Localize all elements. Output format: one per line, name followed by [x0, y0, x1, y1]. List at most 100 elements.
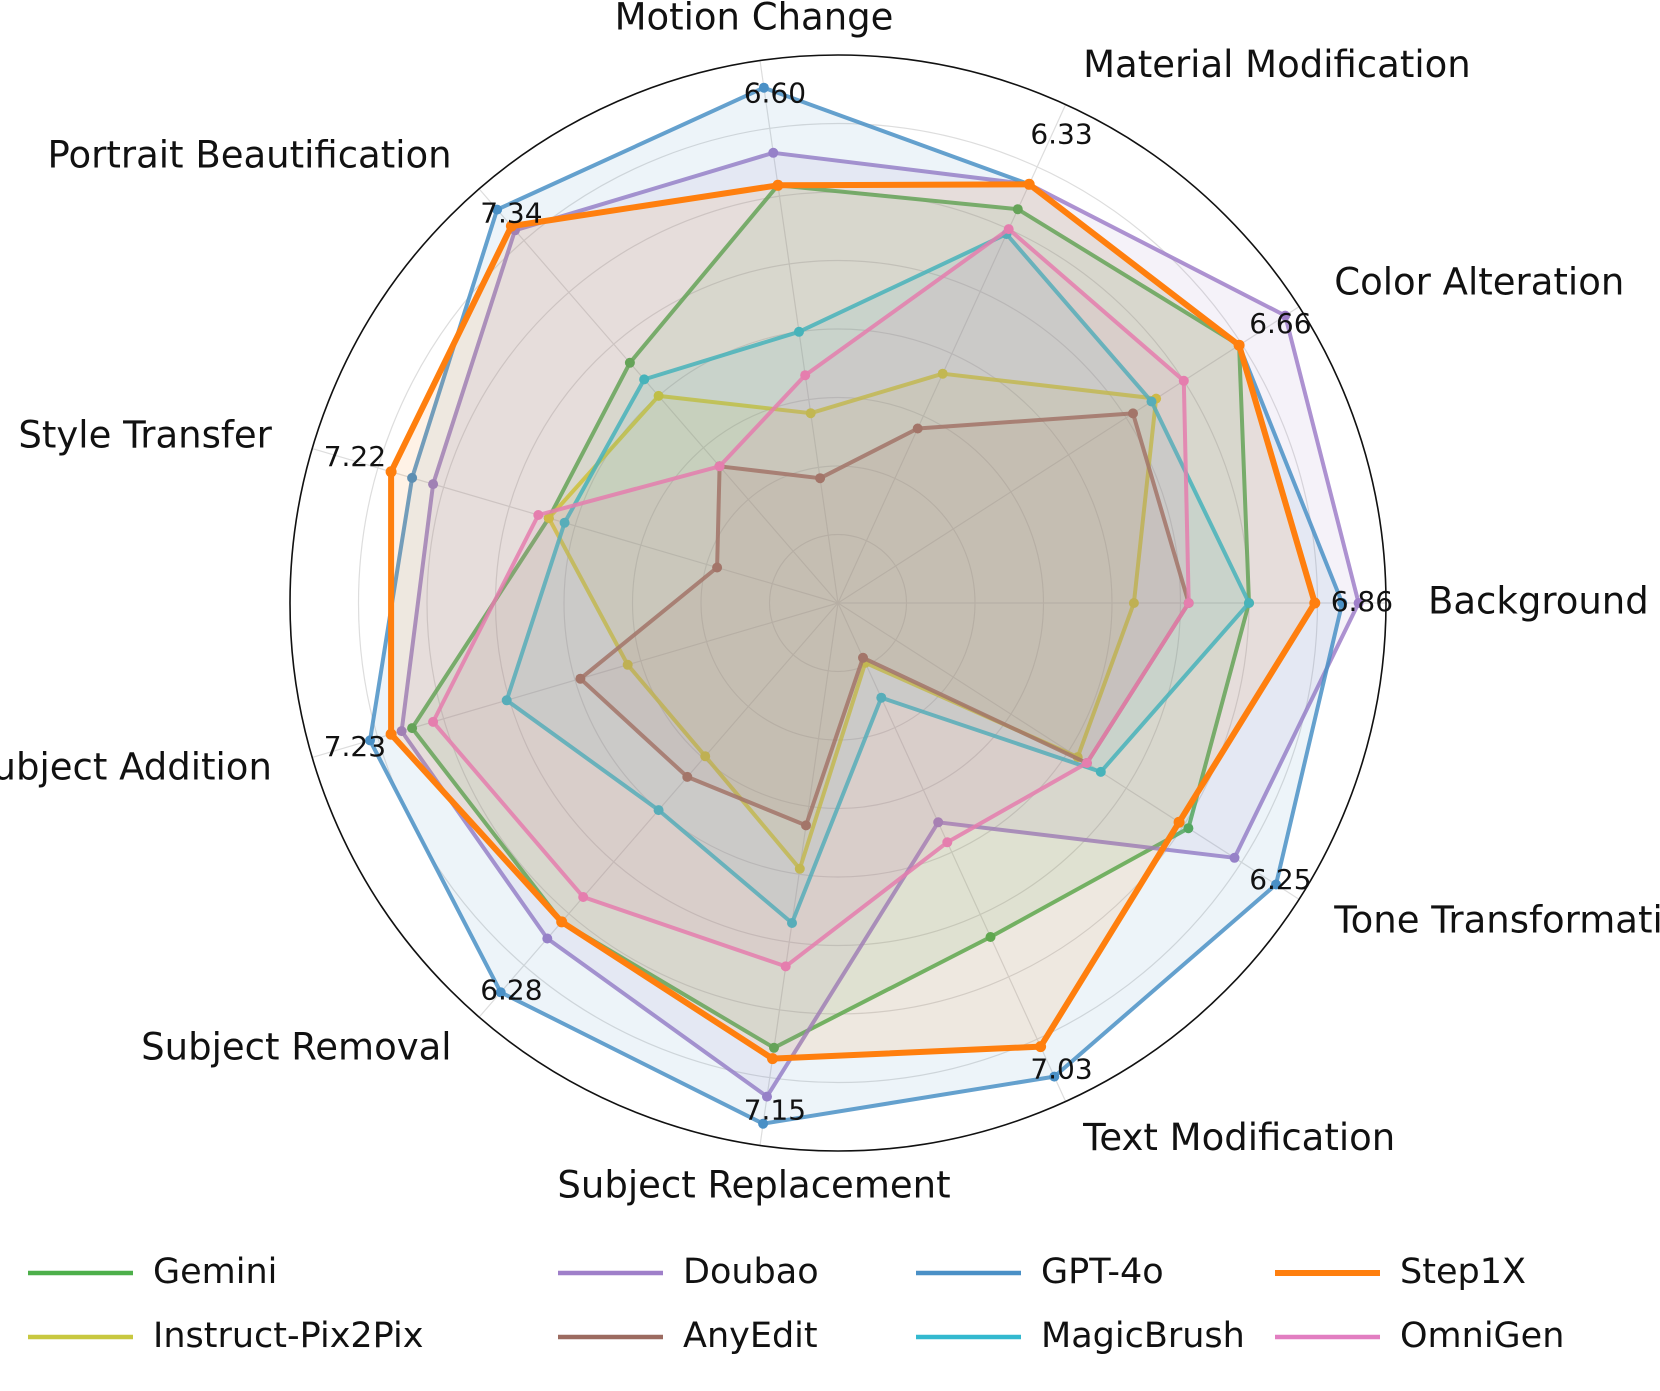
data-point-instruct-pix2pix-portrait-beautification	[653, 390, 664, 401]
data-point-step1x-subject-addition	[385, 728, 397, 740]
series-line-magicbrush	[504, 232, 1251, 925]
data-point-instruct-pix2pix-subject-removal	[700, 751, 711, 762]
data-point-gpt-4o-portrait-beautification	[492, 204, 503, 215]
data-point-magicbrush-motion-change	[794, 326, 804, 337]
legend-label-step1x: Step1X	[1400, 1252, 1526, 1292]
legend-item-instruct-pix2pix: Instruct-Pix2Pix	[28, 1316, 423, 1356]
max-value-label-subject-removal: 6.28	[480, 973, 542, 1006]
data-point-anyedit-text-modification	[858, 652, 868, 663]
data-point-gpt-4o-style-transfer	[407, 472, 418, 483]
data-point-anyedit-motion-change	[815, 473, 826, 484]
axis-label-background-change: Background Change	[1428, 580, 1660, 623]
series-anyedit	[575, 408, 1194, 831]
legend-label-anyedit: AnyEdit	[683, 1316, 818, 1356]
axis-label-subject-removal: Subject Removal	[141, 1025, 451, 1068]
data-point-magicbrush-portrait-beautification	[639, 374, 650, 385]
axis-label-motion-change: Motion Change	[615, 0, 894, 39]
axis-label-color-alteration: Color Alteration	[1334, 261, 1624, 304]
legend-label-gpt-4o: GPT-4o	[1041, 1252, 1164, 1292]
axis-label-style-transfer: Style Transfer	[18, 413, 272, 456]
data-point-anyedit-color-alteration	[1128, 408, 1138, 419]
data-point-doubao-motion-change	[768, 147, 779, 158]
data-point-doubao-color-alteration	[1280, 310, 1291, 321]
legend-item-gemini: Gemini	[28, 1252, 277, 1292]
data-point-magicbrush-subject-removal	[653, 805, 664, 816]
data-point-doubao-style-transfer	[428, 479, 439, 490]
data-point-instruct-pix2pix-style-transfer	[543, 513, 554, 524]
legend-label-omnigen: OmniGen	[1400, 1316, 1564, 1356]
data-point-step1x-style-transfer	[385, 466, 397, 478]
chart-legend: Gemini Doubao GPT-4o Step1X Instruct-Pix2Pix…	[28, 1252, 1564, 1356]
data-point-omnigen-subject-removal	[578, 892, 589, 902]
legend-item-anyedit: AnyEdit	[558, 1316, 818, 1356]
data-point-doubao-subject-replacement	[762, 1091, 772, 1102]
data-point-magicbrush-subject-addition	[501, 695, 512, 706]
data-point-gemini-subject-addition	[407, 723, 418, 734]
max-value-label-tone-transformation: 6.25	[1249, 863, 1311, 896]
data-point-gemini-tone-transformation	[1183, 823, 1194, 834]
data-point-anyedit-material-modification	[912, 423, 923, 434]
data-point-anyedit-subject-replacement	[801, 820, 811, 831]
series-fill-gpt-4o	[370, 87, 1343, 1124]
radar-axis-labels: Background Change 6.86 Color Alteration 6.6…	[0, 0, 1660, 1207]
data-point-step1x-background-change	[1309, 597, 1321, 609]
data-point-doubao-text-modification	[933, 817, 944, 828]
data-point-gpt-4o-motion-change	[758, 82, 769, 93]
series-omnigen	[428, 224, 1194, 972]
series-line-instruct-pix2pix	[546, 371, 1159, 871]
series-line-omnigen	[431, 227, 1191, 969]
data-point-magicbrush-tone-transformation	[1095, 766, 1106, 777]
data-point-omnigen-subject-replacement	[780, 961, 791, 972]
data-point-instruct-pix2pix-motion-change	[805, 408, 816, 419]
data-point-instruct-pix2pix-material-modification	[937, 368, 948, 379]
data-point-magicbrush-subject-replacement	[787, 918, 797, 928]
series-fill-omnigen	[433, 229, 1189, 967]
data-point-step1x-color-alteration	[1233, 339, 1245, 351]
series-line-anyedit	[578, 411, 1191, 828]
legend-item-doubao: Doubao	[558, 1252, 819, 1292]
series-fill-instruct-pix2pix	[548, 373, 1157, 869]
data-point-step1x-subject-removal	[556, 916, 568, 928]
data-point-omnigen-background-change	[1183, 598, 1194, 608]
grid-spoke	[312, 448, 839, 604]
data-point-step1x-tone-transformation	[1173, 816, 1185, 828]
data-point-gemini-material-modification	[1012, 204, 1023, 215]
legend-item-magicbrush: MagicBrush	[916, 1316, 1245, 1356]
data-point-instruct-pix2pix-subject-addition	[622, 659, 633, 670]
legend-label-doubao: Doubao	[683, 1252, 819, 1292]
data-point-instruct-pix2pix-background-change	[1128, 598, 1139, 608]
data-point-omnigen-portrait-beautification	[714, 461, 725, 472]
series-line-doubao	[399, 150, 1361, 1099]
grid-spoke	[837, 306, 1300, 604]
data-point-doubao-subject-removal	[542, 933, 553, 944]
data-point-step1x-portrait-beautification	[505, 220, 517, 232]
data-point-anyedit-subject-removal	[682, 771, 693, 782]
data-point-omnigen-motion-change	[800, 370, 811, 381]
data-point-doubao-tone-transformation	[1229, 852, 1240, 863]
data-point-gemini-subject-replacement	[769, 1042, 779, 1053]
data-point-gpt-4o-text-modification	[1049, 1071, 1060, 1082]
max-value-label-motion-change: 6.60	[744, 76, 806, 109]
data-point-magicbrush-text-modification	[876, 692, 887, 703]
data-point-omnigen-style-transfer	[533, 510, 544, 520]
series-step1x	[385, 178, 1321, 1065]
max-value-label-text-modification: 7.03	[1030, 1053, 1092, 1086]
max-value-label-subject-replacement: 7.15	[744, 1094, 806, 1127]
data-point-gpt-4o-subject-removal	[495, 987, 506, 998]
axis-label-text-modification: Text Modification	[1082, 1116, 1395, 1159]
series-fill-gemini	[412, 185, 1250, 1048]
grid-spoke	[837, 602, 1067, 1102]
axis-label-portrait-beautification: Portrait Beautification	[48, 134, 452, 177]
series-line-gemini	[410, 183, 1251, 1050]
data-point-omnigen-material-modification	[1003, 224, 1014, 235]
max-value-label-style-transfer: 7.22	[324, 440, 386, 473]
series-fill-magicbrush	[506, 234, 1249, 924]
data-point-gpt-4o-subject-addition	[365, 735, 375, 746]
data-point-gpt-4o-subject-replacement	[758, 1118, 769, 1129]
max-value-label-subject-addition: 7.23	[324, 730, 386, 763]
data-point-omnigen-text-modification	[942, 837, 953, 848]
data-point-step1x-material-modification	[1023, 178, 1035, 190]
data-point-step1x-subject-replacement	[767, 1053, 778, 1065]
max-value-label-color-alteration: 6.66	[1249, 307, 1311, 340]
data-point-omnigen-subject-addition	[428, 716, 439, 727]
